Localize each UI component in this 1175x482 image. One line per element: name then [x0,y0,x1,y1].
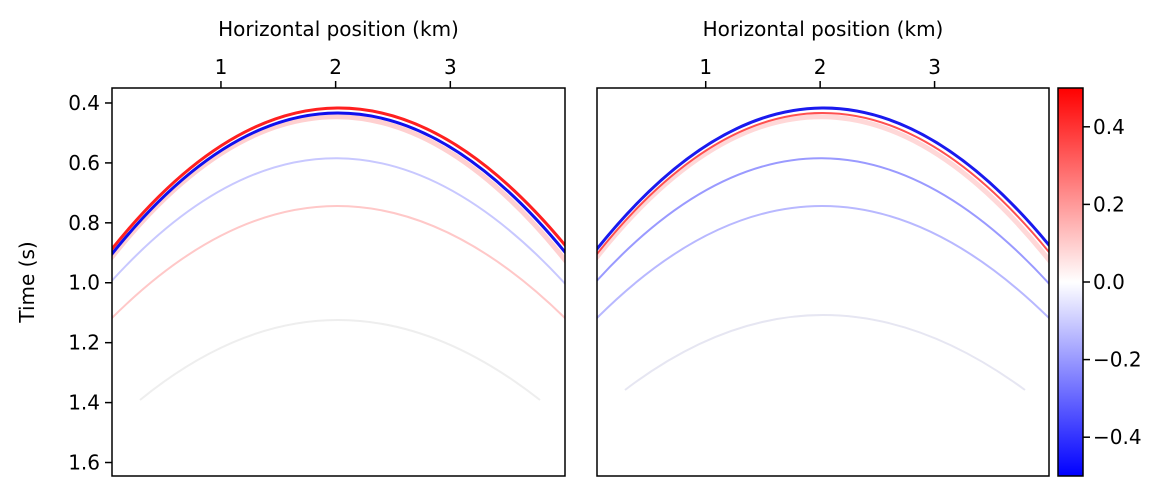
x-tick-label: 1 [215,55,228,79]
x-tick-label: 3 [928,55,941,79]
y-tick-label: 1.6 [68,451,100,475]
x-tick-label: 1 [699,55,712,79]
seismic-events [597,106,1049,391]
y-tick-label: 0.4 [68,91,100,115]
y-tick-label: 1.0 [68,271,100,295]
y-tick-label: 0.8 [68,211,100,235]
x-tick-label: 2 [329,55,342,79]
plot-frame [111,87,566,477]
colorbar-tick-label: −0.4 [1093,425,1142,449]
colorbar-tick-label: 0.4 [1093,115,1125,139]
x-tick-label: 3 [444,55,457,79]
colorbar-tick-label: −0.2 [1093,348,1142,372]
plot-frame [596,87,1050,477]
seismic-events [112,106,565,401]
colorbar-tick-label: 0.0 [1093,270,1125,294]
x-tick-label: 2 [814,55,827,79]
x-axis-title: Horizontal position (km) [218,17,459,41]
y-tick-label: 1.4 [68,391,100,415]
y-axis-title: Time (s) [15,241,39,323]
y-tick-label: 1.2 [68,331,100,355]
y-tick-label: 0.6 [68,151,100,175]
colorbar [1057,87,1084,477]
colorbar-tick-label: 0.2 [1093,192,1125,216]
x-axis-title: Horizontal position (km) [703,17,944,41]
